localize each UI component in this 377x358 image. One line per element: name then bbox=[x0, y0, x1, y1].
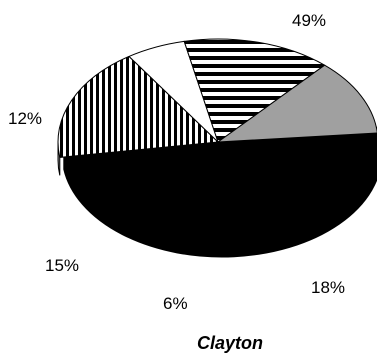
chart-title: Clayton bbox=[197, 333, 263, 353]
slice-label-49: 49% bbox=[292, 11, 326, 30]
slice-15 bbox=[183, 38, 326, 143]
pie-labels: 49% 18% 6% 15% 12% bbox=[8, 11, 345, 313]
slice-label-12: 12% bbox=[8, 109, 42, 128]
slice-label-6: 6% bbox=[163, 294, 188, 313]
slice-label-18: 18% bbox=[311, 278, 345, 297]
slice-49 bbox=[63, 126, 377, 240]
pie-slices bbox=[57, 38, 377, 258]
slice-18 bbox=[57, 55, 220, 158]
slice-label-15: 15% bbox=[45, 256, 79, 275]
